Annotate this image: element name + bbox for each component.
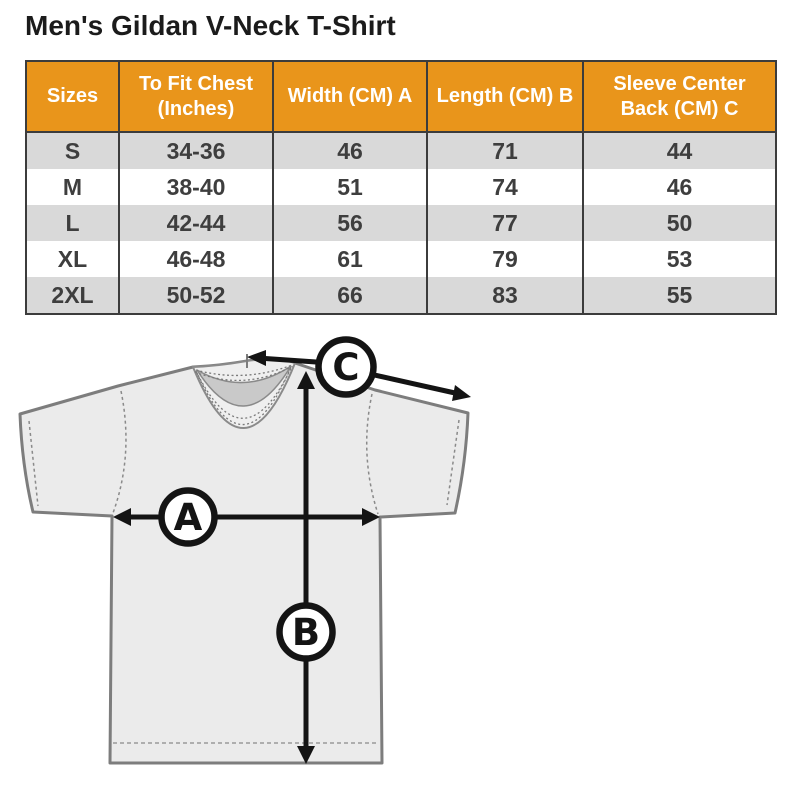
svg-text:A: A bbox=[174, 496, 203, 539]
col-header-sizes: Sizes bbox=[25, 61, 120, 133]
measurement-label-a: A bbox=[158, 487, 218, 547]
size-cell: L bbox=[25, 205, 120, 241]
col-header-sleeve: Sleeve Center Back (CM) C bbox=[582, 61, 777, 133]
sleeve-cell: 53 bbox=[582, 241, 777, 277]
sleeve-stitch-left bbox=[28, 420, 39, 507]
table-row-m: M 38-40 51 74 46 bbox=[25, 169, 777, 205]
size-cell: XL bbox=[25, 241, 120, 277]
size-chart-table: Sizes To Fit Chest (Inches) Width (CM) A… bbox=[25, 60, 777, 315]
collar-stitch-bottom-2 bbox=[196, 366, 292, 426]
chest-cell: 34-36 bbox=[118, 132, 274, 169]
col-header-length: Length (CM) B bbox=[426, 61, 584, 133]
length-cell: 79 bbox=[426, 241, 584, 277]
chest-cell: 46-48 bbox=[118, 241, 274, 277]
measurement-label-c: C bbox=[315, 336, 377, 398]
width-cell: 51 bbox=[272, 169, 428, 205]
length-cell: 83 bbox=[426, 277, 584, 314]
svg-text:C: C bbox=[332, 346, 359, 389]
table-row-2xl: 2XL 50-52 66 83 55 bbox=[25, 277, 777, 314]
tshirt-measurement-diagram: A B C bbox=[18, 336, 471, 765]
width-cell: 66 bbox=[272, 277, 428, 314]
length-cell: 77 bbox=[426, 205, 584, 241]
width-cell: 46 bbox=[272, 132, 428, 169]
size-cell: S bbox=[25, 132, 120, 169]
svg-text:B: B bbox=[292, 611, 320, 654]
table-header-row: Sizes To Fit Chest (Inches) Width (CM) A… bbox=[25, 61, 777, 133]
size-cell: 2XL bbox=[25, 277, 120, 314]
neck-inner bbox=[196, 365, 292, 407]
length-cell: 74 bbox=[426, 169, 584, 205]
sleeve-cell: 55 bbox=[582, 277, 777, 314]
chest-cell: 50-52 bbox=[118, 277, 274, 314]
armhole-seam-right bbox=[365, 393, 379, 515]
width-cell: 56 bbox=[272, 205, 428, 241]
width-cell: 61 bbox=[272, 241, 428, 277]
length-cell: 71 bbox=[426, 132, 584, 169]
sleeve-cell: 46 bbox=[582, 169, 777, 205]
col-header-width: Width (CM) A bbox=[272, 61, 428, 133]
sleeve-cell: 50 bbox=[582, 205, 777, 241]
table-row-s: S 34-36 46 71 44 bbox=[25, 132, 777, 169]
chest-cell: 42-44 bbox=[118, 205, 274, 241]
chest-cell: 38-40 bbox=[118, 169, 274, 205]
measurement-arrow-b bbox=[297, 371, 315, 764]
table-row-l: L 42-44 56 77 50 bbox=[25, 205, 777, 241]
armhole-seam-left bbox=[112, 390, 127, 514]
page-title: Men's Gildan V-Neck T-Shirt bbox=[25, 10, 396, 41]
table-row-xl: XL 46-48 61 79 53 bbox=[25, 241, 777, 277]
collar-stitch-top-2 bbox=[194, 366, 292, 382]
measurement-label-b: B bbox=[276, 602, 336, 662]
sleeve-stitch-right bbox=[446, 419, 460, 506]
collar-stitch-top-1 bbox=[195, 364, 293, 377]
collar-stitch-bottom-1 bbox=[195, 365, 293, 419]
size-cell: M bbox=[25, 169, 120, 205]
col-header-chest: To Fit Chest (Inches) bbox=[118, 61, 274, 133]
sleeve-cell: 44 bbox=[582, 132, 777, 169]
